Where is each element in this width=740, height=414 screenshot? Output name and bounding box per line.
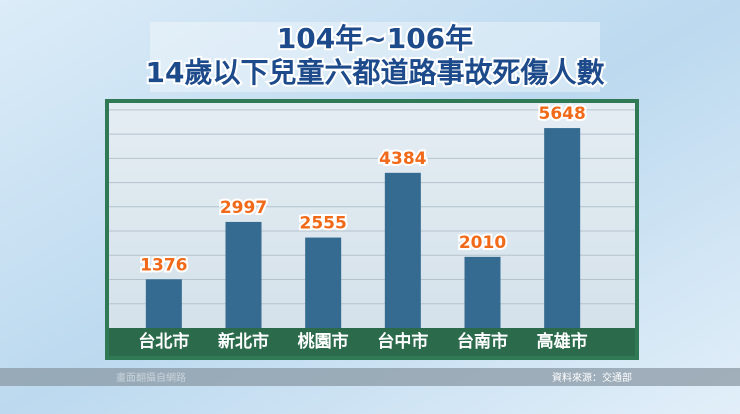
value-label: 1376 [140, 255, 187, 275]
value-label: 2555 [300, 214, 347, 234]
x-tick-label: 台中市 [377, 331, 428, 352]
bar [225, 221, 262, 328]
x-tick-label: 高雄市 [537, 331, 588, 352]
bar [145, 279, 182, 328]
category-strip [109, 328, 635, 356]
footer-bar [0, 368, 740, 386]
bar [305, 237, 342, 328]
source: 資料來源：交通部 [552, 371, 632, 384]
chart-subtitle: 14歲以下兒童六都道路事故死傷人數 [146, 56, 605, 89]
value-label: 5648 [539, 104, 586, 124]
credit: 畫面翻攝自網路 [116, 371, 186, 384]
bar [544, 128, 581, 328]
value-label: 2010 [459, 233, 506, 253]
bar [384, 172, 421, 328]
x-tick-label: 台南市 [457, 331, 508, 352]
bar [464, 256, 501, 328]
title-box [150, 22, 600, 92]
value-label: 4384 [379, 149, 426, 169]
x-tick-label: 新北市 [218, 331, 269, 352]
x-tick-label: 台北市 [138, 331, 189, 352]
x-tick-label: 桃園市 [298, 331, 349, 352]
chart-title: 104年~106年 [277, 22, 473, 55]
value-label: 2997 [220, 198, 267, 218]
